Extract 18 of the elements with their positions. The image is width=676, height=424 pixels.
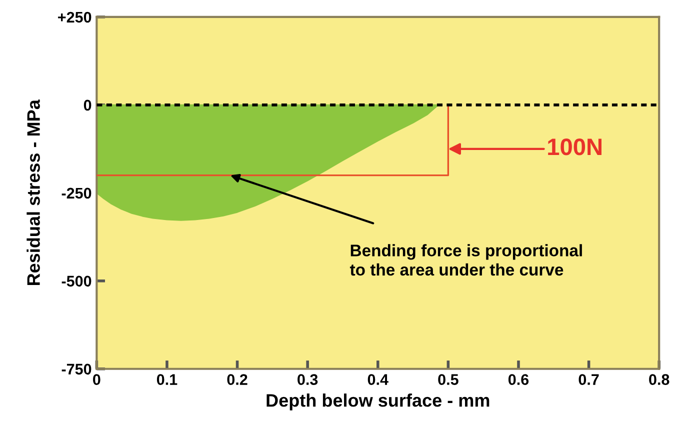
y-tick-label: -250 (62, 188, 92, 199)
y-tick-label: 0 (84, 100, 92, 111)
y-tick-label: -750 (62, 364, 92, 375)
y-tick-label: +250 (58, 12, 92, 23)
x-tick-label: 0.1 (156, 374, 178, 385)
x-tick-label: 0.2 (227, 374, 248, 385)
x-tick-label: 0.4 (368, 374, 388, 385)
x-tick-label: 0.3 (298, 374, 318, 385)
annotation: 100N (548, 138, 602, 156)
x-tick-label: 0.7 (578, 374, 599, 385)
x-tick-label: 0.5 (438, 374, 458, 385)
y-axis-title: Residual stress - MPa (26, 99, 40, 286)
y-tick-label: -500 (62, 276, 92, 287)
x-tick-label: 0 (93, 374, 100, 385)
x-tick-label: 0.6 (508, 374, 529, 385)
x-axis-title: Depth below surface - mm (266, 394, 490, 410)
annotation: Bending force is proportional to the area under the curve (350, 244, 582, 276)
x-tick-label: 0.8 (649, 374, 670, 385)
